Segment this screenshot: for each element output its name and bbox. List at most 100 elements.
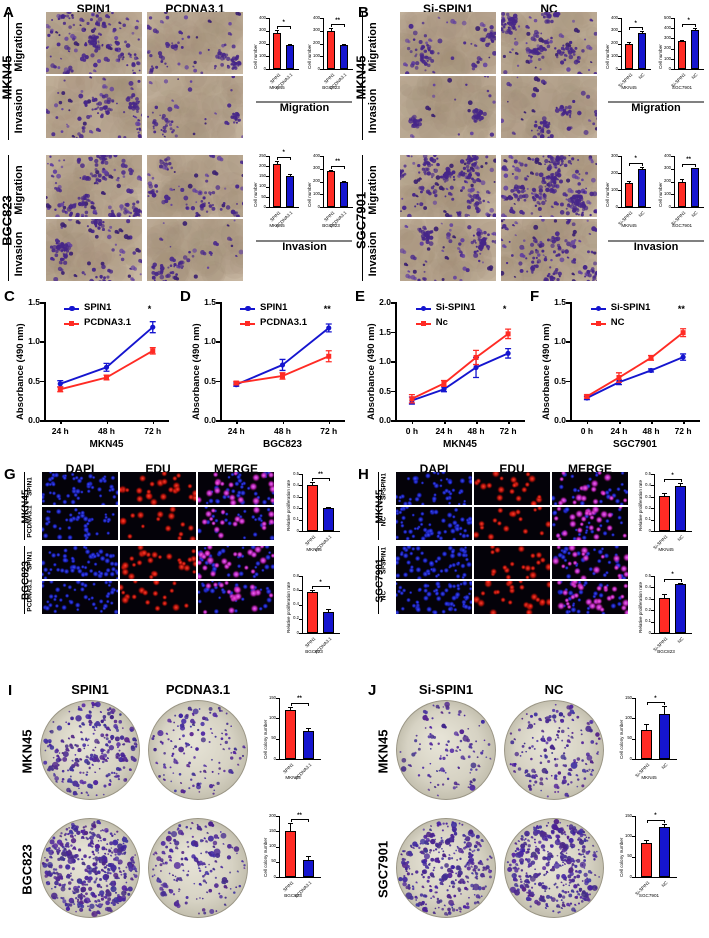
data-point: [57, 381, 63, 387]
micrograph-A-r1-c1: [147, 76, 243, 138]
panel-letter-I: I: [8, 682, 13, 699]
y-tick: [651, 576, 654, 577]
chart-sublabel: MKN45: [641, 774, 657, 780]
x-axis: [269, 69, 299, 70]
sig-tick-left: [664, 578, 666, 582]
bar-0: [273, 163, 282, 207]
micrograph-B-r3-c0: [400, 219, 496, 281]
micrograph-A-r2-c0: [46, 155, 142, 217]
y-tick: [276, 831, 279, 833]
data-point: [150, 324, 156, 330]
x-tick: [476, 420, 478, 424]
column-header-I-1: PCDNA3.1: [165, 682, 231, 697]
error-cap-0: [680, 179, 685, 181]
cellline-label-B-0: MKN45: [353, 55, 369, 100]
y-tick-label: 150: [625, 812, 632, 818]
data-point: [233, 380, 239, 386]
bar-1: [339, 45, 349, 69]
y-tick-label: 0: [296, 527, 299, 533]
data-point: [473, 364, 479, 371]
error-cap-1: [661, 823, 667, 825]
y-axis-title: Cell number: [604, 182, 610, 207]
chart-sublabel: MKN45: [269, 222, 285, 228]
y-tick-label: 0: [648, 527, 651, 533]
group-label-A-invasion: Invasion: [282, 241, 327, 253]
bar-0: [307, 485, 318, 531]
x-tick-label: 72 h: [674, 426, 692, 436]
bar-0: [327, 30, 336, 69]
x-tick: [328, 420, 331, 424]
y-tick-label: 0.5: [554, 375, 566, 386]
error-cap-0: [680, 39, 685, 41]
error-bar-0: [681, 179, 683, 182]
error-cap-1: [693, 167, 697, 169]
x-axis: [302, 531, 340, 532]
fluorescence-G-r3-c2: [198, 581, 274, 614]
bar-1: [658, 827, 671, 877]
bar-0: [678, 181, 687, 207]
y-tick: [632, 856, 635, 858]
legend-label-Nc: Nc: [435, 317, 448, 328]
y-tick-label: 100: [313, 190, 320, 196]
chart-sublabel: BGC823: [322, 84, 340, 90]
sig-tick-right: [290, 26, 291, 30]
y-tick-label: 150: [269, 827, 276, 833]
sig-tick-left: [277, 26, 279, 30]
fluorescence-H-r2-c0: [396, 546, 472, 579]
y-tick-label: 0: [317, 65, 320, 71]
sig-bracket: [682, 163, 695, 165]
y-tick-label: 100: [259, 183, 266, 189]
y-tick: [391, 390, 395, 393]
y-tick-label: 100: [625, 833, 632, 839]
divider-B-sgc7901: [362, 155, 364, 281]
significance-marker: *: [319, 579, 322, 586]
y-tick: [618, 190, 621, 191]
y-axis: [220, 302, 222, 420]
series-line-Si-SPIN1: [586, 356, 684, 399]
y-tick: [266, 156, 269, 157]
bar-1: [323, 612, 334, 633]
y-tick-label: 200: [611, 169, 618, 175]
y-tick-label: 100: [611, 186, 618, 192]
y-tick: [40, 341, 44, 343]
y-tick-label: 250: [259, 152, 266, 158]
x-tick: [282, 420, 285, 424]
data-point: [103, 364, 110, 370]
error-cap-0: [310, 590, 315, 592]
y-tick: [266, 186, 269, 188]
sig-tick-right: [308, 702, 310, 706]
y-tick-label: 0.0: [28, 415, 40, 425]
x-tick: [651, 420, 653, 424]
legend-marker-PCDNA3.1: [69, 320, 74, 326]
legend-marker-Si-SPIN1: [420, 305, 427, 311]
sig-bracket: [312, 586, 329, 588]
bar-0: [640, 842, 653, 877]
y-tick: [276, 718, 279, 720]
sig-tick-left: [646, 702, 648, 706]
x-axis: [395, 420, 525, 422]
sig-bracket: [629, 27, 642, 29]
y-tick-label: 100: [625, 715, 632, 721]
y-tick-label: 200: [611, 40, 618, 46]
y-tick: [671, 38, 674, 40]
y-tick: [320, 69, 323, 70]
y-axis: [654, 474, 655, 531]
error-cap-0: [310, 482, 315, 484]
data-point: [648, 355, 654, 361]
error-bar-0: [330, 28, 332, 31]
y-tick-label: 0.0: [379, 415, 391, 425]
micrograph-B-r2-c1: [501, 155, 597, 217]
y-tick: [266, 56, 269, 58]
error-bar-1: [289, 173, 291, 176]
y-tick-label: 0.4: [645, 482, 651, 488]
y-tick: [671, 58, 674, 60]
series-line-Si-SPIN1: [411, 352, 509, 402]
y-tick: [566, 302, 570, 304]
assay-label-B-1: Invasion: [367, 88, 379, 134]
sig-tick-left: [312, 586, 314, 590]
data-point: [57, 386, 63, 392]
data-point: [279, 362, 286, 368]
bar-chart-A-mig-bgc823: 0 100 200 300 400 Cell number SPIN1 PCDNA3.1 ** B…: [306, 12, 356, 90]
micrograph-B-r0-c0: [400, 12, 496, 74]
legend-label-NC: NC: [610, 317, 625, 328]
